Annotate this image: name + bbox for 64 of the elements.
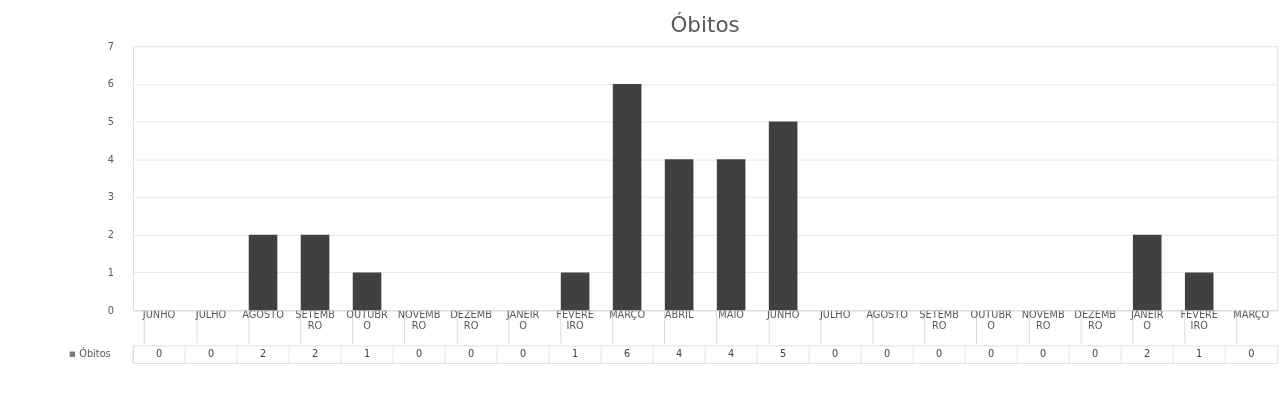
x-tick-label: JULHO <box>194 308 227 320</box>
data-label: 0 <box>936 348 943 360</box>
data-label: 2 <box>311 348 319 360</box>
bar <box>560 272 590 311</box>
x-tick-label: MARÇO <box>1233 308 1270 320</box>
y-tick-label: 6 <box>107 78 114 90</box>
x-tick-label: ABRIL <box>664 308 694 320</box>
data-label: 0 <box>832 348 839 360</box>
data-label: 2 <box>259 348 267 360</box>
y-tick-label: 5 <box>107 116 114 128</box>
x-tick-label: JANEIRO <box>505 308 540 332</box>
x-tick-label: SETEMBRO <box>295 308 336 332</box>
x-tick-label: AGOSTO <box>242 308 285 320</box>
x-tick-label: JUNHO <box>765 308 800 320</box>
x-tick-label: OUTUBRO <box>970 308 1013 332</box>
data-label: 1 <box>363 348 371 360</box>
y-tick-label: 4 <box>107 153 114 165</box>
data-label: 1 <box>571 348 579 360</box>
x-tick-label: JUNHO <box>141 308 176 320</box>
y-tick-label: 2 <box>107 229 114 241</box>
y-tick-label: 3 <box>107 191 114 203</box>
data-label: 4 <box>728 348 735 360</box>
chart-title: Óbitos <box>670 12 740 38</box>
legend-label: Óbitos <box>79 347 111 360</box>
bar <box>1132 234 1162 311</box>
x-tick-label: JULHO <box>818 308 851 320</box>
x-tick-label: SETEMBRO <box>919 308 960 332</box>
data-label: 0 <box>1040 348 1047 360</box>
data-label: 0 <box>1248 348 1255 360</box>
x-tick-label: FEVEREIRO <box>556 308 594 332</box>
x-tick-label: MAIO <box>718 308 745 320</box>
data-label: 0 <box>884 348 891 360</box>
bar <box>768 121 798 311</box>
data-label: 0 <box>1092 348 1099 360</box>
data-label: 4 <box>676 348 683 360</box>
data-label: 6 <box>624 348 631 360</box>
y-tick-label: 1 <box>107 266 114 278</box>
bar <box>716 159 746 311</box>
bar <box>1184 272 1214 311</box>
x-tick-label: NOVEMBRO <box>1021 308 1065 332</box>
bar <box>612 83 642 311</box>
data-label: 0 <box>415 348 423 360</box>
x-tick-label: MARÇO <box>609 308 646 320</box>
bar <box>664 159 694 311</box>
data-label: 0 <box>519 348 527 360</box>
data-label: 0 <box>467 348 475 360</box>
y-tick-label: 0 <box>107 304 114 316</box>
x-tick-label: JANEIRO <box>1129 308 1164 332</box>
y-tick-label: 7 <box>107 40 114 52</box>
data-label: 5 <box>780 348 787 360</box>
data-label: 0 <box>155 348 163 360</box>
bar <box>352 272 382 311</box>
x-tick-label: AGOSTO <box>866 308 909 320</box>
x-tick-label: OUTUBRO <box>346 308 388 332</box>
data-label: 0 <box>988 348 995 360</box>
bar <box>300 234 330 311</box>
data-label: 1 <box>1196 348 1203 360</box>
x-tick-label: NOVEMBRO <box>397 308 441 332</box>
x-tick-label: DEZEMBRO <box>450 308 493 332</box>
x-tick-label: FEVEREIRO <box>1180 308 1219 332</box>
bar <box>248 234 278 311</box>
x-tick-label: DEZEMBRO <box>1074 308 1117 332</box>
data-label: 0 <box>207 348 215 360</box>
data-label: 2 <box>1144 348 1151 360</box>
